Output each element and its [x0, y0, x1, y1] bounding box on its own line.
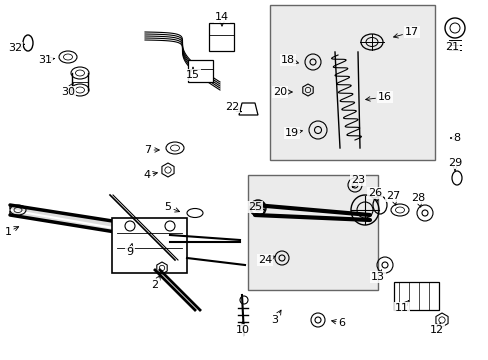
- Text: 32: 32: [8, 43, 24, 53]
- Polygon shape: [239, 103, 258, 115]
- Text: 14: 14: [215, 12, 228, 26]
- Text: 22: 22: [224, 102, 241, 112]
- Text: 23: 23: [350, 175, 365, 188]
- Text: 3: 3: [271, 310, 281, 325]
- Text: 27: 27: [385, 191, 399, 205]
- Bar: [208, 23, 234, 51]
- Text: 26: 26: [367, 188, 381, 201]
- Polygon shape: [10, 205, 170, 240]
- Text: 9: 9: [126, 244, 133, 257]
- Bar: [247, 175, 377, 290]
- Text: 24: 24: [257, 255, 275, 265]
- Text: 5: 5: [164, 202, 179, 212]
- Text: 15: 15: [185, 67, 200, 80]
- Bar: [269, 5, 434, 160]
- Text: 16: 16: [365, 92, 391, 102]
- Bar: [393, 282, 438, 310]
- Text: 4: 4: [143, 170, 157, 180]
- Text: 12: 12: [429, 323, 443, 335]
- Text: 25: 25: [247, 202, 264, 212]
- Text: 29: 29: [447, 158, 461, 171]
- Bar: [112, 218, 186, 273]
- Text: 18: 18: [281, 55, 298, 65]
- Text: 1: 1: [4, 227, 19, 237]
- Bar: [187, 60, 213, 82]
- Text: 8: 8: [449, 133, 460, 143]
- Text: 17: 17: [393, 27, 418, 38]
- Text: 28: 28: [410, 193, 424, 207]
- Text: 19: 19: [285, 128, 302, 138]
- Text: 6: 6: [331, 318, 345, 328]
- Text: 20: 20: [272, 87, 292, 97]
- Text: 21: 21: [444, 41, 458, 52]
- Text: 10: 10: [236, 322, 249, 335]
- Text: 31: 31: [38, 55, 55, 65]
- Text: 7: 7: [144, 145, 159, 155]
- Text: 2: 2: [151, 275, 160, 290]
- Text: 13: 13: [370, 270, 384, 282]
- Text: 30: 30: [61, 83, 75, 97]
- Text: 11: 11: [394, 301, 408, 313]
